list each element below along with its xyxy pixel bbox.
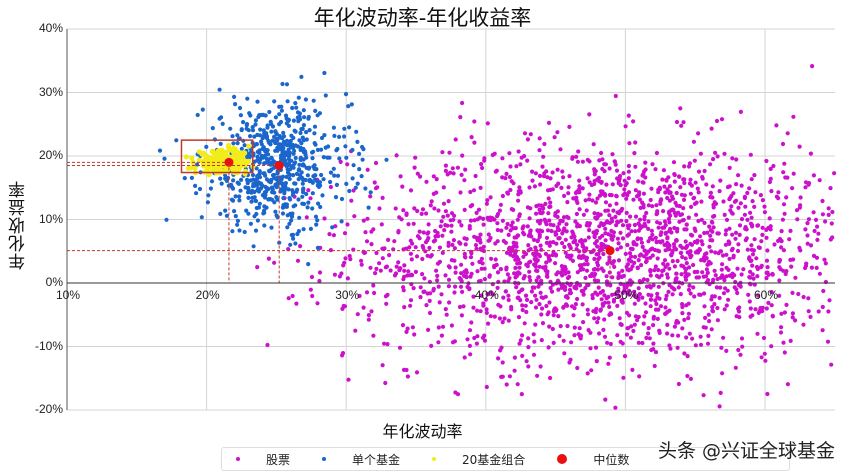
- y-tick-label: 30%: [38, 84, 63, 99]
- x-tick-label: 40%: [474, 288, 499, 302]
- x-axis-label: 年化波动率: [382, 422, 463, 441]
- y-tick-label: 20%: [38, 148, 63, 162]
- y-tick-label: 40%: [38, 21, 63, 35]
- y-axis-label: 年化收益率: [9, 180, 29, 270]
- legend-label: 20基金组合: [462, 452, 526, 467]
- y-tick-label: 0%: [45, 275, 63, 289]
- data-points: [157, 64, 837, 410]
- axes: [66, 29, 835, 410]
- legend-label: 中位数: [593, 452, 630, 467]
- legend-item-median[interactable]: 中位数: [557, 451, 629, 468]
- legend-label: 股票: [266, 452, 291, 467]
- x-tick-label: 10%: [56, 288, 81, 302]
- legend-item-fund-portfolio[interactable]: 20基金组合: [432, 451, 525, 468]
- y-tick-label: -10%: [34, 338, 63, 353]
- x-tick-label: 20%: [195, 288, 220, 302]
- yellow-dot-icon: [432, 457, 437, 461]
- watermark: 头条 @兴证全球基金: [657, 440, 835, 462]
- legend: 股票 单个基金 20基金组合 中位数: [221, 447, 790, 471]
- y-tick-label: -20%: [34, 402, 63, 416]
- x-tick-label: 50%: [614, 288, 639, 302]
- x-tick-label: 60%: [754, 288, 779, 302]
- median-guide-lines: [67, 139, 615, 283]
- y-tick-label: 10%: [38, 211, 63, 226]
- legend-item-stocks[interactable]: 股票: [236, 451, 290, 468]
- legend-label: 单个基金: [352, 452, 401, 467]
- legend-item-single-fund[interactable]: 单个基金: [322, 451, 400, 468]
- magenta-dot-icon: [236, 457, 240, 461]
- x-tick-label: 30%: [335, 288, 360, 302]
- chart-title: 年化波动率-年化收益率: [313, 6, 532, 30]
- blue-dot-icon: [322, 457, 327, 461]
- red-dot-icon: [557, 454, 568, 464]
